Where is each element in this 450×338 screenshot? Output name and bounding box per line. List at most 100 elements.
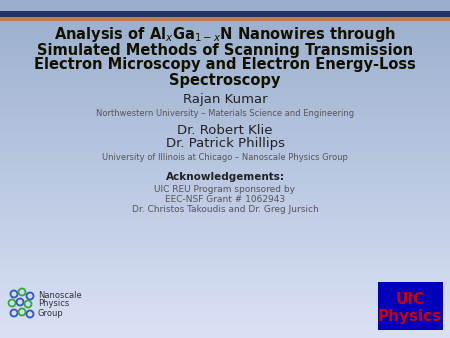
Bar [0, 23, 450, 27]
Bar [0, 114, 450, 118]
Bar [0, 161, 450, 166]
Bar [0, 144, 450, 149]
Bar [0, 104, 450, 108]
Bar [0, 249, 450, 254]
Bar [0, 83, 450, 88]
Bar [0, 276, 450, 281]
Bar [0, 327, 450, 331]
Bar [0, 225, 450, 230]
Bar [0, 138, 450, 142]
Bar [0, 9, 450, 14]
Bar [0, 283, 450, 287]
Bar [0, 290, 450, 294]
Text: Rajan Kumar: Rajan Kumar [183, 93, 267, 105]
Bar [0, 307, 450, 311]
Bar [0, 330, 450, 335]
Bar [0, 182, 450, 186]
Text: Group: Group [38, 309, 64, 317]
Bar [0, 2, 450, 7]
Bar [0, 77, 450, 81]
Bar [0, 117, 450, 122]
Text: Dr. Robert Klie: Dr. Robert Klie [177, 124, 273, 138]
Bar [0, 195, 450, 199]
Bar [0, 80, 450, 84]
Bar [0, 46, 450, 51]
Bar [0, 131, 450, 135]
Bar [0, 107, 450, 112]
Bar [0, 73, 450, 78]
Bar [0, 242, 450, 247]
Bar [0, 33, 450, 37]
Bar [0, 43, 450, 47]
Bar [0, 320, 450, 324]
Bar [0, 56, 450, 61]
Bar [378, 282, 443, 330]
Bar [0, 53, 450, 57]
Bar [0, 60, 450, 64]
Bar [0, 269, 450, 274]
Bar [0, 273, 450, 277]
Bar [0, 158, 450, 162]
Bar [0, 50, 450, 54]
Bar [0, 148, 450, 152]
Bar [0, 313, 450, 318]
Bar [0, 26, 450, 30]
Bar [0, 293, 450, 297]
Bar [0, 141, 450, 145]
Bar [0, 178, 450, 183]
Bar [0, 239, 450, 243]
Bar [0, 13, 450, 17]
Text: Dr. Patrick Phillips: Dr. Patrick Phillips [166, 138, 284, 150]
Bar [0, 209, 450, 213]
Bar [0, 185, 450, 189]
Bar [0, 175, 450, 179]
Text: Electron Microscopy and Electron Energy-Loss: Electron Microscopy and Electron Energy-… [34, 57, 416, 72]
Bar [0, 0, 450, 3]
Text: University of Illinois at Chicago – Nanoscale Physics Group: University of Illinois at Chicago – Nano… [102, 153, 348, 163]
Bar [0, 94, 450, 98]
Bar [0, 121, 450, 125]
Bar [0, 36, 450, 41]
Bar [0, 29, 450, 34]
Bar [0, 317, 450, 321]
Bar [0, 151, 450, 155]
Bar [0, 97, 450, 101]
Bar [0, 296, 450, 301]
Text: UIC: UIC [396, 292, 424, 308]
Text: EEC-NSF Grant # 1062943: EEC-NSF Grant # 1062943 [165, 194, 285, 203]
Text: Analysis of Al$_x$Ga$_{1-x}$N Nanowires through: Analysis of Al$_x$Ga$_{1-x}$N Nanowires … [54, 25, 396, 45]
Text: Northwestern University – Materials Science and Engineering: Northwestern University – Materials Scie… [96, 108, 354, 118]
Bar [0, 188, 450, 193]
Text: UIC REU Program sponsored by: UIC REU Program sponsored by [154, 185, 296, 193]
Text: Nanoscale: Nanoscale [38, 290, 82, 299]
Bar [0, 259, 450, 264]
Bar [0, 232, 450, 237]
Bar [0, 236, 450, 240]
Bar [0, 134, 450, 139]
Bar [0, 256, 450, 260]
Bar [0, 171, 450, 176]
Bar [0, 219, 450, 223]
Text: Simulated Methods of Scanning Transmission: Simulated Methods of Scanning Transmissi… [37, 43, 413, 57]
Bar [0, 154, 450, 159]
Bar [0, 246, 450, 250]
Text: Spectroscopy: Spectroscopy [169, 72, 281, 88]
Bar [0, 300, 450, 304]
Text: Physics: Physics [38, 299, 69, 309]
Bar [0, 229, 450, 233]
Bar [0, 90, 450, 95]
Bar [0, 70, 450, 74]
Bar [0, 19, 450, 24]
Bar [0, 334, 450, 338]
Bar [0, 168, 450, 172]
Bar [0, 67, 450, 71]
Bar [0, 280, 450, 284]
Bar [0, 263, 450, 267]
Bar [0, 252, 450, 257]
Bar [0, 16, 450, 20]
Bar [0, 63, 450, 68]
Bar [0, 215, 450, 220]
Bar [0, 100, 450, 105]
Bar [0, 303, 450, 308]
Bar [0, 205, 450, 210]
